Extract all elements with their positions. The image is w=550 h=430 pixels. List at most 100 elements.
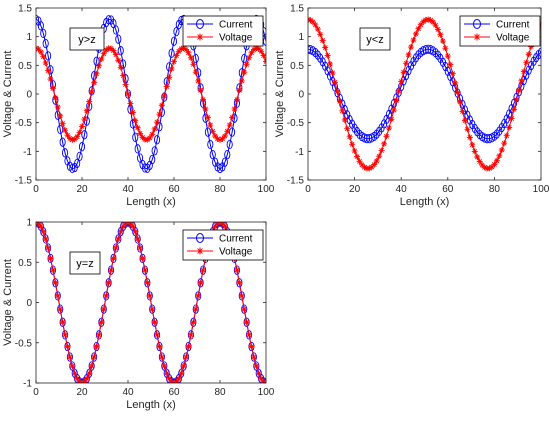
data-point [195,292,202,299]
data-point [139,134,146,141]
data-point [117,64,124,71]
annotation-text: y<z [366,34,383,46]
data-point [76,129,83,136]
data-point [129,223,136,230]
data-point [178,370,185,377]
data-point [371,161,378,168]
data-point [120,72,127,79]
data-point [221,157,228,167]
data-point [76,378,83,383]
data-point [45,244,52,251]
data-point [149,306,156,313]
data-point [373,157,380,164]
data-point [180,45,187,52]
data-point [258,375,265,382]
data-point [81,130,88,140]
data-point [52,94,59,101]
x-tick-label: 40 [122,387,134,398]
x-tick-label: 20 [76,387,88,398]
x-tick-label: 0 [33,387,39,398]
data-point [501,140,508,147]
data-point [518,77,525,84]
data-point [383,133,390,140]
data-point [226,122,233,129]
data-point [241,306,248,313]
data-point [214,135,221,142]
data-point [127,100,134,107]
data-point [40,53,47,60]
data-point [163,83,170,90]
data-point [36,222,42,227]
chart-panel-2: 0 20 40 60 80 100 -1.5 -1 -0.5 0 0.5 1 1.5 Length (x)… [274,4,550,209]
data-point [513,96,520,103]
data-point [42,59,49,66]
data-point [100,306,107,313]
legend: Current Voltage [182,229,264,261]
data-point [471,148,478,155]
data-point [488,163,495,170]
data-point [168,65,175,72]
data-point [151,146,158,156]
y-tick-label: -1.5 [15,176,33,187]
data-point [190,61,197,68]
data-point [351,147,358,154]
data-point [537,47,541,57]
data-point [103,47,110,54]
data-point [349,141,356,148]
data-point [59,120,66,127]
data-point [93,343,100,350]
data-point [246,54,253,61]
data-point [461,117,468,124]
data-point [447,61,454,68]
data-point [390,107,397,114]
data-point [444,53,451,60]
data-point [45,51,52,61]
y-tick-label: -1 [23,147,32,158]
data-point [236,279,243,286]
data-point [221,223,228,230]
data-point [506,124,513,131]
data-point [158,354,165,361]
data-point [486,165,493,172]
y-tick-label: 1.5 [18,4,32,15]
data-point [403,60,410,67]
y-tick-label: -0.5 [287,118,305,129]
y-tick-label: 0.5 [18,61,32,72]
y-tick-label: -1 [23,379,32,390]
data-point [37,48,44,55]
data-point [209,128,216,135]
data-point [88,363,95,370]
x-tick-label: 80 [214,387,226,398]
data-point [255,370,262,377]
data-point [62,127,69,134]
data-point [476,158,483,165]
data-point [69,363,76,370]
data-point [255,45,262,52]
data-point [161,363,168,370]
data-point [395,88,402,95]
data-point [103,292,110,299]
data-point [151,126,158,132]
data-point [57,124,64,135]
data-point [170,36,178,46]
data-point [64,132,71,139]
series-line [308,48,541,140]
data-point [417,21,424,28]
series-line [36,18,266,170]
data-point [400,69,407,76]
data-point [212,133,219,140]
data-point [49,85,56,92]
data-point [88,89,95,96]
data-point [493,157,500,164]
data-point [122,81,129,88]
data-point [151,319,158,326]
data-point [204,127,211,137]
data-point [410,37,417,44]
legend-marker [196,33,204,41]
data-point [141,267,148,274]
annotation-text: y>z [78,34,95,46]
data-point [334,88,341,95]
data-point [98,55,105,62]
data-point [346,133,353,140]
data-point [503,132,510,139]
